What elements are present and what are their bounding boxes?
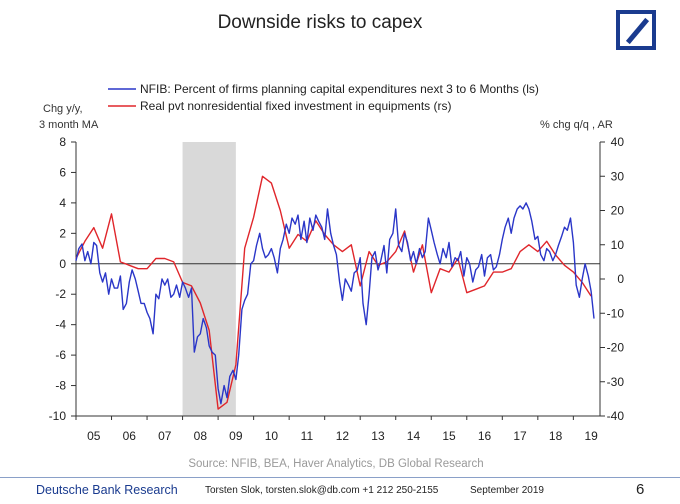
- x-tick-label: 07: [158, 429, 172, 443]
- right-tick-label: -10: [607, 306, 625, 320]
- right-tick-label: 30: [611, 169, 625, 183]
- left-tick-label: 4: [59, 196, 66, 210]
- x-tick-label: 12: [336, 429, 350, 443]
- x-tick-label: 08: [194, 429, 208, 443]
- footer-brand: Deutsche Bank Research: [36, 483, 178, 497]
- equipment-investment-line: [75, 175, 592, 410]
- x-tick-label: 19: [584, 429, 598, 443]
- left-axis-label-line2: 3 month MA: [39, 119, 99, 131]
- left-tick-label: -6: [55, 348, 66, 362]
- recession-band: [182, 142, 236, 416]
- footer: Deutsche Bank Research Torsten Slok, tor…: [0, 477, 680, 504]
- right-axis-label: % chg q/q , AR: [540, 119, 613, 131]
- left-tick-label: -10: [49, 409, 67, 423]
- x-tick-label: 11: [301, 429, 314, 443]
- recession-band-group: [182, 142, 236, 416]
- right-tick-label: 10: [611, 238, 625, 252]
- x-tick-label: 18: [549, 429, 563, 443]
- chart-canvas: NFIB: Percent of firms planning capital …: [39, 82, 625, 470]
- right-tick-label: 20: [611, 204, 625, 218]
- legend-label-equip: Real pvt nonresidential fixed investment…: [140, 99, 451, 113]
- left-tick-label: 6: [59, 165, 66, 179]
- right-tick-label: 0: [617, 272, 624, 286]
- left-axis-label-line1: Chg y/y,: [43, 103, 83, 115]
- x-tick-label: 14: [407, 429, 421, 443]
- left-tick-label: 0: [59, 257, 66, 271]
- x-tick-label: 05: [87, 429, 101, 443]
- right-tick-label: -30: [607, 375, 625, 389]
- left-tick-label: -2: [55, 287, 66, 301]
- deutsche-bank-logo: [616, 10, 656, 50]
- right-tick-label: -20: [607, 341, 625, 355]
- source-note: Source: NFIB, BEA, Haver Analytics, DB G…: [188, 458, 483, 470]
- x-tick-label: 17: [513, 429, 527, 443]
- left-tick-label: -8: [55, 379, 66, 393]
- footer-date: September 2019: [470, 485, 544, 496]
- x-tick-label: 16: [478, 429, 492, 443]
- x-tick-label: 09: [229, 429, 243, 443]
- page-number: 6: [636, 481, 645, 498]
- left-tick-label: -4: [55, 318, 66, 332]
- left-tick-label: 2: [59, 226, 66, 240]
- right-tick-label: -40: [607, 409, 625, 423]
- x-tick-label: 13: [371, 429, 385, 443]
- left-tick-label: 8: [59, 135, 66, 149]
- x-tick-label: 15: [442, 429, 456, 443]
- x-tick-label: 10: [265, 429, 279, 443]
- series-lines-group: [75, 175, 595, 410]
- x-tick-label: 06: [123, 429, 137, 443]
- legend-label-nfib: NFIB: Percent of firms planning capital …: [140, 82, 539, 96]
- footer-contact: Torsten Slok, torsten.slok@db.com +1 212…: [205, 485, 439, 496]
- legend: NFIB: Percent of firms planning capital …: [108, 82, 539, 113]
- page-title: Downside risks to capex: [217, 12, 423, 33]
- right-tick-label: 40: [611, 135, 625, 149]
- nfib-capex-plans-line: [75, 202, 595, 405]
